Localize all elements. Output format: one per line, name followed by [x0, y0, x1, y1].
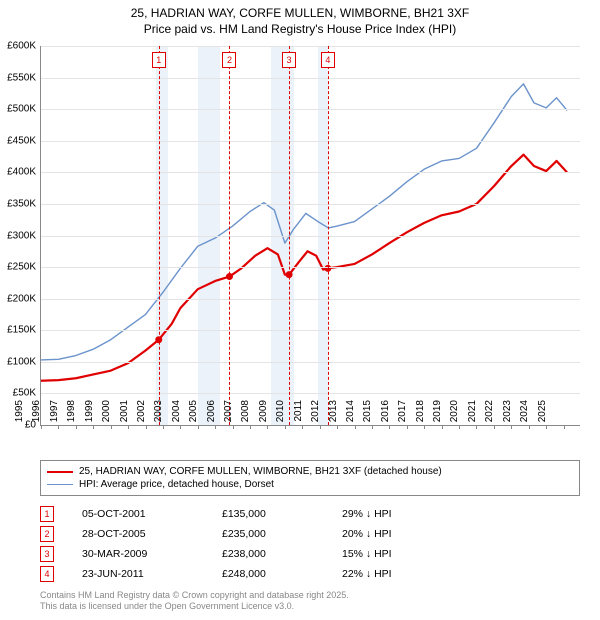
event-diff: 15% ↓ HPI [342, 548, 392, 560]
x-axis-label: 2000 [101, 400, 112, 430]
x-axis-label: 1996 [31, 400, 42, 430]
x-axis-label: 2013 [328, 400, 339, 430]
x-axis-label: 2015 [362, 400, 373, 430]
event-marker-box: 4 [40, 566, 54, 582]
x-axis-label: 2012 [310, 400, 321, 430]
x-axis-label: 2024 [519, 400, 530, 430]
event-price: £235,000 [222, 528, 342, 540]
title-line-2: Price paid vs. HM Land Registry's House … [0, 22, 600, 38]
y-axis-label: £150K [0, 325, 36, 336]
x-axis-label: 2016 [380, 400, 391, 430]
y-axis-label: £550K [0, 72, 36, 83]
y-axis-label: £200K [0, 293, 36, 304]
event-marker-box: 3 [40, 546, 54, 562]
x-axis-label: 2025 [537, 400, 548, 430]
event-price: £238,000 [222, 548, 342, 560]
x-axis-label: 2021 [467, 400, 478, 430]
y-axis-label: £500K [0, 104, 36, 115]
title-line-1: 25, HADRIAN WAY, CORFE MULLEN, WIMBORNE,… [0, 6, 600, 22]
chart-marker-box: 4 [321, 52, 335, 68]
legend-item: 25, HADRIAN WAY, CORFE MULLEN, WIMBORNE,… [47, 465, 573, 478]
license-line-2: This data is licensed under the Open Gov… [40, 601, 580, 612]
y-axis-label: £300K [0, 230, 36, 241]
event-row: 4 23-JUN-2011£248,00022% ↓ HPI [40, 564, 580, 584]
x-axis-label: 2004 [171, 400, 182, 430]
y-axis-label: £350K [0, 198, 36, 209]
x-axis-label: 2007 [223, 400, 234, 430]
event-diff: 22% ↓ HPI [342, 568, 392, 580]
events-table: 1 05-OCT-2001£135,00029% ↓ HPI 2 28-OCT-200… [40, 504, 580, 584]
y-axis-label: £50K [0, 388, 36, 399]
x-axis-label: 2002 [136, 400, 147, 430]
x-axis-label: 2020 [449, 400, 460, 430]
x-axis-label: 2008 [240, 400, 251, 430]
event-diff: 29% ↓ HPI [342, 508, 392, 520]
legend-swatch [47, 484, 73, 485]
event-row: 2 28-OCT-2005£235,00020% ↓ HPI [40, 524, 580, 544]
chart-marker-box: 2 [222, 52, 236, 68]
legend: 25, HADRIAN WAY, CORFE MULLEN, WIMBORNE,… [40, 460, 580, 496]
series-hpi [41, 84, 567, 360]
x-axis-label: 2011 [293, 400, 304, 430]
y-axis-label: £450K [0, 135, 36, 146]
license-text: Contains HM Land Registry data © Crown c… [40, 590, 580, 613]
x-axis-label: 2009 [258, 400, 269, 430]
x-axis-label: 1999 [84, 400, 95, 430]
x-axis-label: 2010 [275, 400, 286, 430]
event-date: 23-JUN-2011 [82, 568, 222, 580]
chart-container: 25, HADRIAN WAY, CORFE MULLEN, WIMBORNE,… [0, 0, 600, 620]
event-row: 1 05-OCT-2001£135,00029% ↓ HPI [40, 504, 580, 524]
event-price: £248,000 [222, 568, 342, 580]
x-axis-label: 2023 [502, 400, 513, 430]
x-axis-label: 2001 [119, 400, 130, 430]
event-marker-box: 1 [40, 506, 54, 522]
event-date: 28-OCT-2005 [82, 528, 222, 540]
legend-swatch [47, 471, 73, 473]
chart-marker-box: 3 [282, 52, 296, 68]
plot-region: 1 2 3 4 [40, 46, 580, 426]
chart-marker-box: 1 [152, 52, 166, 68]
chart-area: 1234 £0£50K£100K£150K£200K£250K£300K£350… [40, 46, 580, 426]
x-axis-label: 2019 [432, 400, 443, 430]
legend-item: HPI: Average price, detached house, Dors… [47, 478, 573, 491]
x-axis-label: 2018 [415, 400, 426, 430]
event-row: 3 30-MAR-2009£238,00015% ↓ HPI [40, 544, 580, 564]
x-axis-label: 1995 [14, 400, 25, 430]
title-block: 25, HADRIAN WAY, CORFE MULLEN, WIMBORNE,… [0, 0, 600, 37]
legend-label: HPI: Average price, detached house, Dors… [79, 479, 274, 490]
x-axis-label: 1998 [66, 400, 77, 430]
legend-label: 25, HADRIAN WAY, CORFE MULLEN, WIMBORNE,… [79, 466, 442, 477]
event-marker-box: 2 [40, 526, 54, 542]
license-line-1: Contains HM Land Registry data © Crown c… [40, 590, 580, 601]
event-date: 30-MAR-2009 [82, 548, 222, 560]
y-axis-label: £600K [0, 41, 36, 52]
x-axis-label: 2017 [397, 400, 408, 430]
y-axis-label: £250K [0, 262, 36, 273]
event-diff: 20% ↓ HPI [342, 528, 392, 540]
event-price: £135,000 [222, 508, 342, 520]
x-axis-label: 2006 [206, 400, 217, 430]
x-axis-label: 2022 [484, 400, 495, 430]
y-axis-label: £100K [0, 356, 36, 367]
x-axis-label: 1997 [49, 400, 60, 430]
x-axis-label: 2014 [345, 400, 356, 430]
y-axis-label: £400K [0, 167, 36, 178]
event-date: 05-OCT-2001 [82, 508, 222, 520]
x-axis-label: 2005 [188, 400, 199, 430]
x-axis-label: 2003 [153, 400, 164, 430]
